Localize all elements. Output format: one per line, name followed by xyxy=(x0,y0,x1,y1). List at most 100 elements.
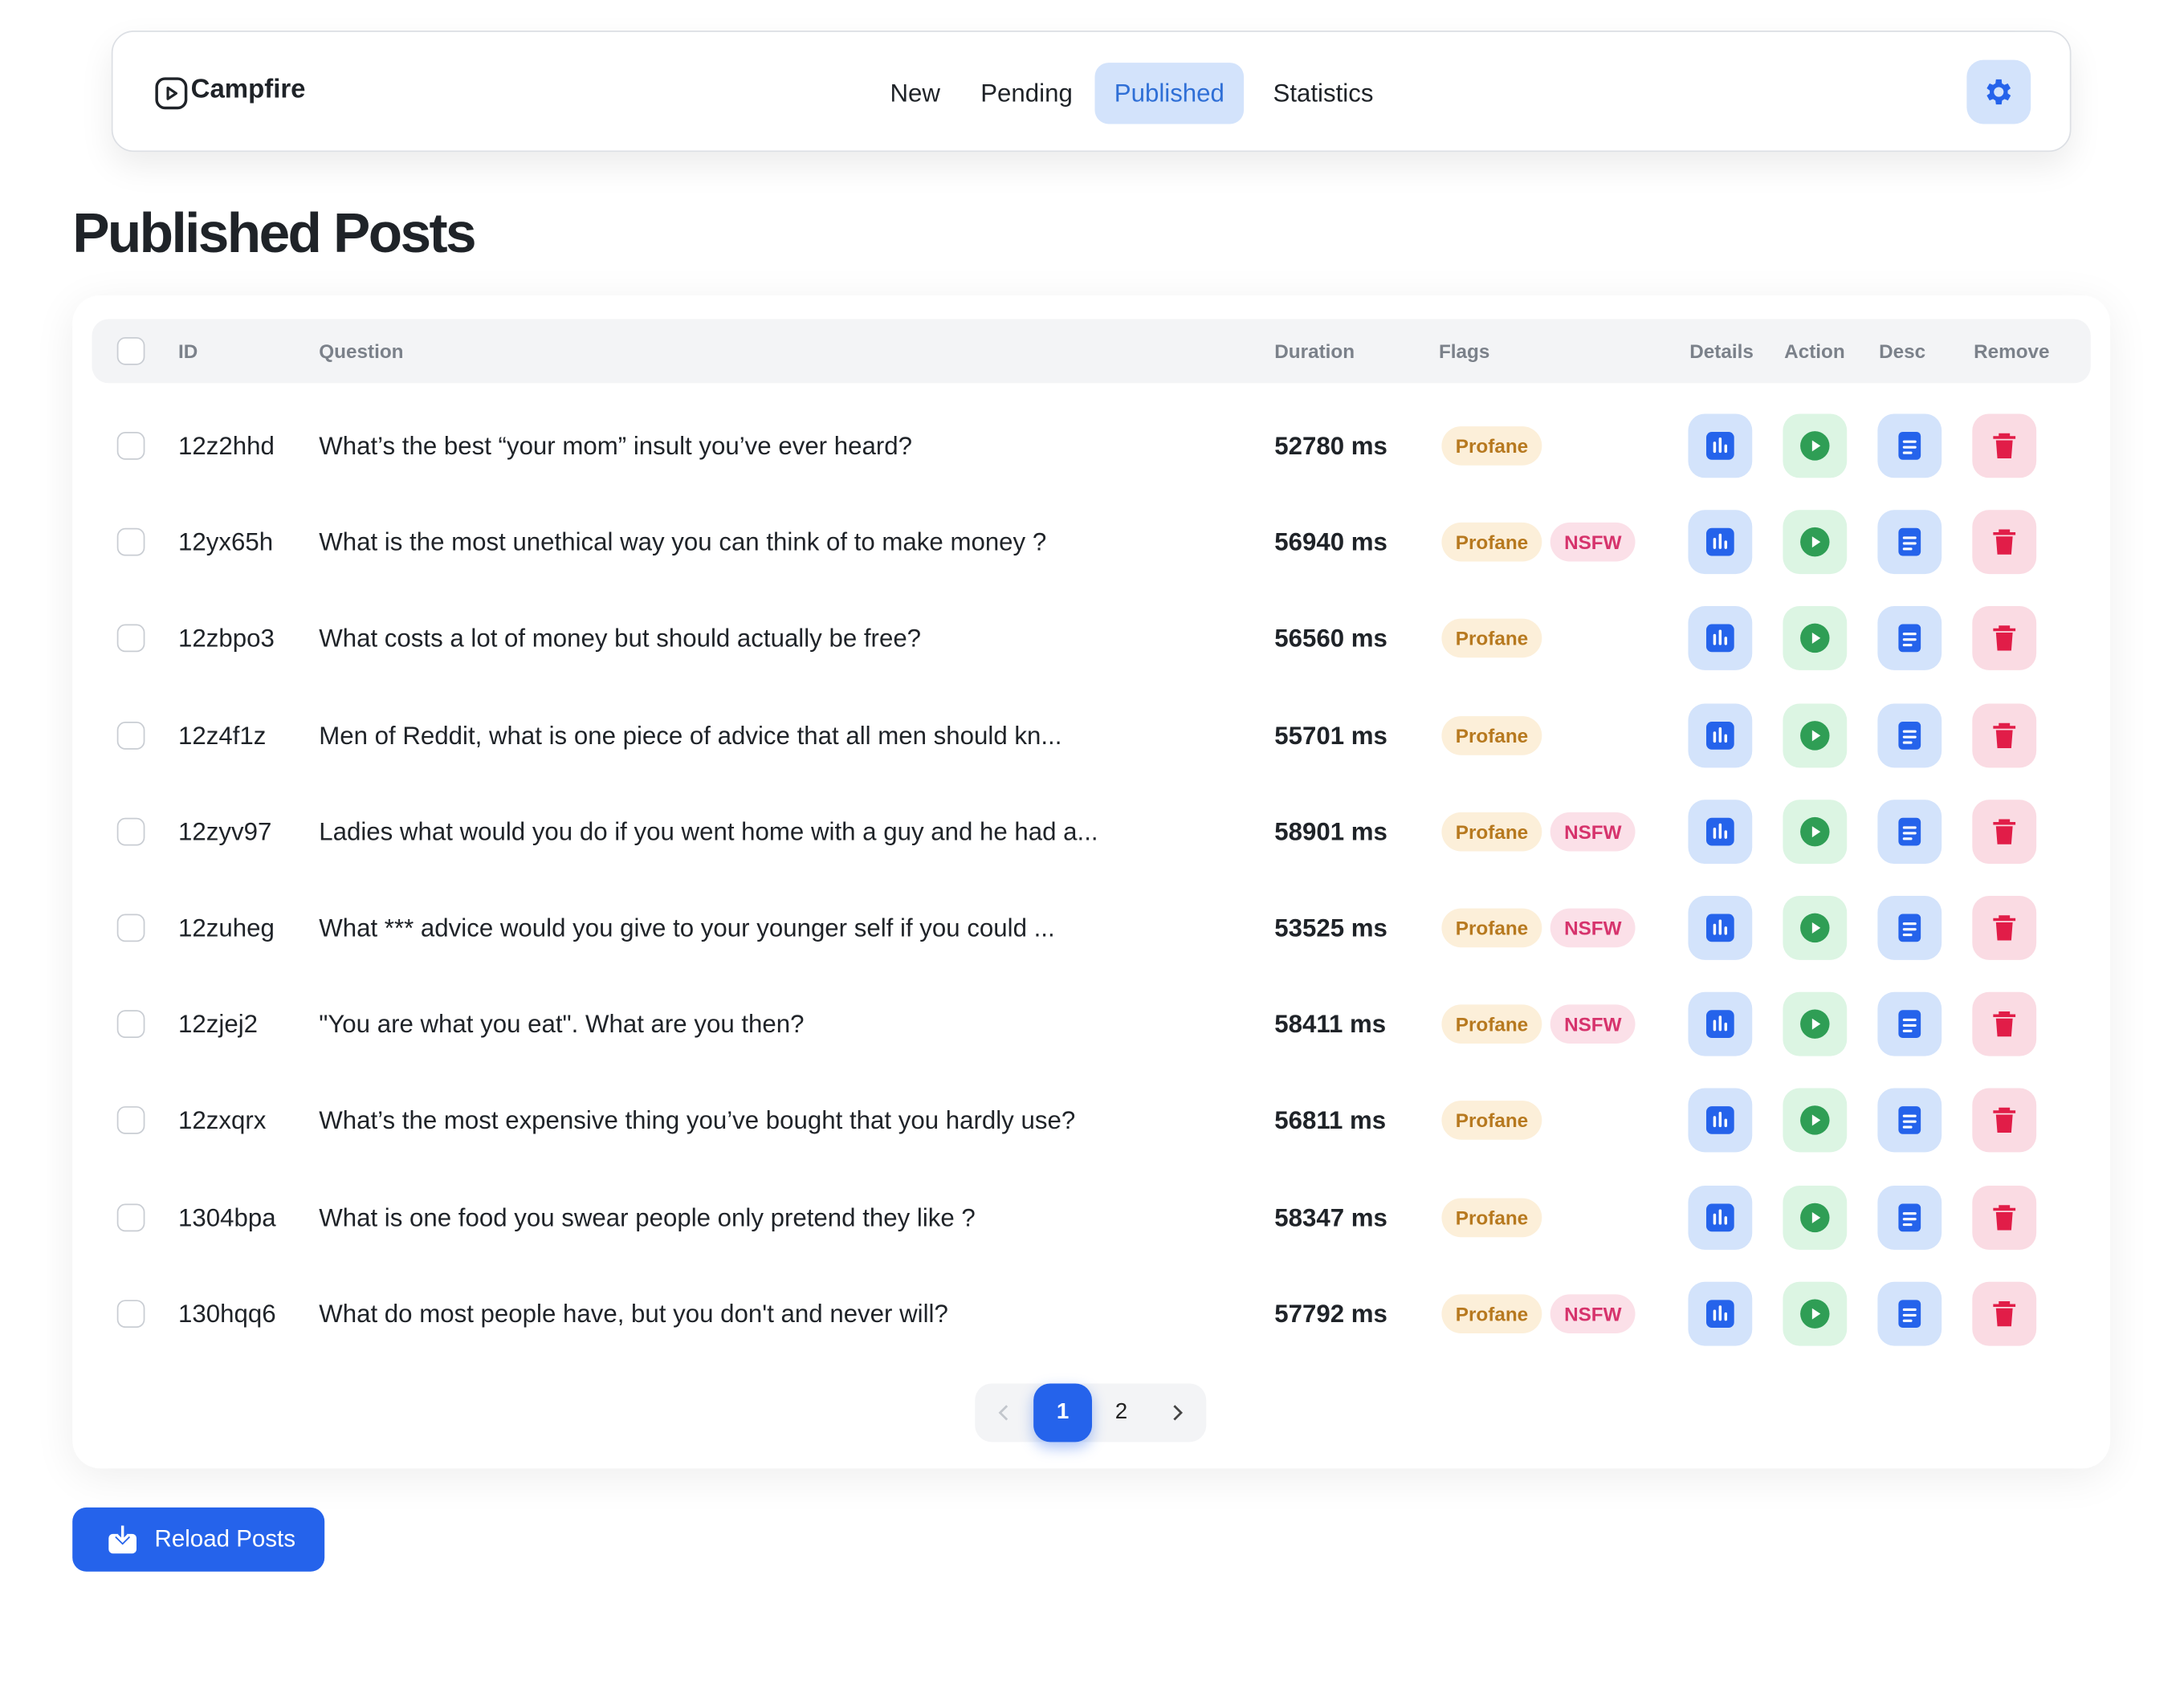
details-icon xyxy=(1706,1203,1734,1231)
details-button[interactable] xyxy=(1688,510,1753,575)
page-button[interactable]: 1 xyxy=(1033,1383,1093,1443)
flag-badge: Profane xyxy=(1441,1101,1542,1141)
details-icon xyxy=(1706,625,1734,653)
details-button[interactable] xyxy=(1688,1089,1753,1154)
desc-button[interactable] xyxy=(1877,1185,1942,1250)
remove-button[interactable] xyxy=(1972,413,2037,478)
flag-badge: Profane xyxy=(1441,619,1542,658)
action-button[interactable] xyxy=(1783,413,1848,478)
reload-button[interactable]: Reload Posts xyxy=(72,1507,325,1572)
action-icon xyxy=(1800,720,1830,750)
desc-icon xyxy=(1898,625,1921,653)
post-question: "You are what you eat". What are you the… xyxy=(319,1010,805,1039)
row-checkbox[interactable] xyxy=(116,432,145,460)
remove-button[interactable] xyxy=(1972,702,2037,767)
details-icon xyxy=(1706,1106,1734,1135)
remove-button[interactable] xyxy=(1972,992,2037,1056)
flag-badge: Profane xyxy=(1441,715,1542,755)
desc-button[interactable] xyxy=(1877,992,1942,1056)
reload-icon xyxy=(108,1525,137,1554)
details-icon xyxy=(1706,528,1734,556)
remove-button[interactable] xyxy=(1972,895,2037,960)
post-id: 130hqq6 xyxy=(178,1299,276,1328)
nav-item[interactable]: Statistics xyxy=(1273,79,1374,108)
row-checkbox[interactable] xyxy=(116,1010,145,1039)
brand[interactable]: Campfire xyxy=(190,75,306,105)
nav-item[interactable]: Published xyxy=(1094,63,1245,124)
action-icon xyxy=(1800,913,1830,943)
next-page[interactable] xyxy=(1167,1403,1187,1422)
post-question: Ladies what would you do if you went hom… xyxy=(319,817,1098,846)
flag-badge: NSFW xyxy=(1550,523,1636,562)
remove-button[interactable] xyxy=(1972,1089,2037,1154)
action-icon xyxy=(1800,1105,1830,1136)
row-checkbox[interactable] xyxy=(116,528,145,556)
details-button[interactable] xyxy=(1688,606,1753,671)
page-title: Published Posts xyxy=(72,203,476,265)
row-checkbox[interactable] xyxy=(116,721,145,750)
action-button[interactable] xyxy=(1783,992,1848,1056)
action-button[interactable] xyxy=(1783,510,1848,575)
action-button[interactable] xyxy=(1783,799,1848,864)
details-button[interactable] xyxy=(1688,702,1753,767)
row-checkbox[interactable] xyxy=(116,1203,145,1231)
desc-button[interactable] xyxy=(1877,413,1942,478)
details-button[interactable] xyxy=(1688,992,1753,1056)
action-button[interactable] xyxy=(1783,1089,1848,1154)
desc-icon xyxy=(1898,1299,1921,1328)
action-button[interactable] xyxy=(1783,1185,1848,1250)
remove-button[interactable] xyxy=(1972,510,2037,575)
action-icon xyxy=(1800,624,1830,653)
desc-button[interactable] xyxy=(1877,1281,1942,1346)
desc-icon xyxy=(1898,432,1921,460)
post-question: What *** advice would you give to your y… xyxy=(319,914,1055,942)
prev-page[interactable] xyxy=(995,1403,1014,1422)
action-button[interactable] xyxy=(1783,895,1848,960)
gear-icon xyxy=(1986,79,2011,105)
post-duration: 58901 ms xyxy=(1274,817,1387,846)
details-button[interactable] xyxy=(1688,413,1753,478)
details-button[interactable] xyxy=(1688,1281,1753,1346)
flag-badge: Profane xyxy=(1441,908,1542,948)
row-checkbox[interactable] xyxy=(116,914,145,942)
desc-button[interactable] xyxy=(1877,510,1942,575)
select-all-checkbox[interactable] xyxy=(116,337,145,365)
desc-button[interactable] xyxy=(1877,1089,1942,1154)
desc-button[interactable] xyxy=(1877,895,1942,960)
page-button[interactable]: 2 xyxy=(1114,1400,1128,1424)
remove-button[interactable] xyxy=(1972,1281,2037,1346)
remove-button[interactable] xyxy=(1972,1185,2037,1250)
action-button[interactable] xyxy=(1783,702,1848,767)
details-icon xyxy=(1706,914,1734,942)
remove-icon xyxy=(1993,1204,2016,1230)
post-question: What is one food you swear people only p… xyxy=(319,1203,976,1231)
action-icon xyxy=(1800,1299,1830,1329)
flag-badge: NSFW xyxy=(1550,908,1636,948)
desc-button[interactable] xyxy=(1877,606,1942,671)
remove-icon xyxy=(1993,1108,2016,1133)
remove-button[interactable] xyxy=(1972,606,2037,671)
column-header: Question xyxy=(319,340,404,363)
flag-badge: Profane xyxy=(1441,1004,1542,1044)
row-checkbox[interactable] xyxy=(116,1106,145,1135)
row-checkbox[interactable] xyxy=(116,625,145,653)
nav-item[interactable]: New xyxy=(890,79,940,108)
desc-button[interactable] xyxy=(1877,702,1942,767)
row-checkbox[interactable] xyxy=(116,1299,145,1328)
flag-badge: Profane xyxy=(1441,1197,1542,1237)
desc-button[interactable] xyxy=(1877,799,1942,864)
action-button[interactable] xyxy=(1783,1281,1848,1346)
details-button[interactable] xyxy=(1688,1185,1753,1250)
remove-button[interactable] xyxy=(1972,799,2037,864)
details-button[interactable] xyxy=(1688,799,1753,864)
action-button[interactable] xyxy=(1783,606,1848,671)
row-checkbox[interactable] xyxy=(116,817,145,846)
details-button[interactable] xyxy=(1688,895,1753,960)
column-header: Duration xyxy=(1274,340,1355,363)
nav-item[interactable]: Pending xyxy=(980,79,1073,108)
settings-button[interactable] xyxy=(1966,59,2031,124)
flag-badge: Profane xyxy=(1441,812,1542,852)
action-icon xyxy=(1800,527,1830,557)
